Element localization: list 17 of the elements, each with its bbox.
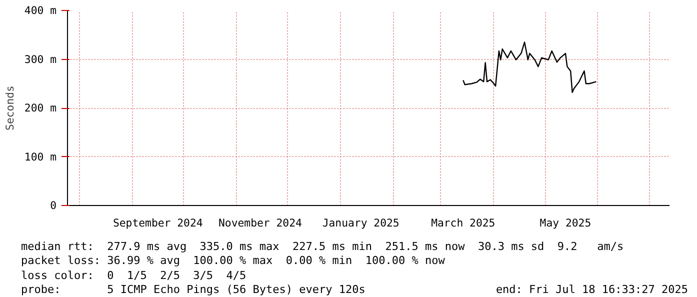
x-tick-label: March 2025 bbox=[431, 216, 496, 230]
line-series bbox=[462, 42, 597, 93]
text: probe: 5 ICMP Echo Pings (56 Bytes) every 120s bbox=[21, 282, 366, 297]
text: end: Fri Jul 18 16:33:27 2025 bbox=[496, 282, 688, 297]
x-tick-label: September 2024 bbox=[112, 216, 203, 230]
x-tick-label: May 2025 bbox=[540, 216, 592, 230]
text: loss color: 0 1/5 2/5 3/5 4/5 bbox=[21, 268, 246, 284]
y-tick-label: 300 m bbox=[24, 52, 56, 66]
text: packet loss: 36.99 % avg 100.00 % max 0.00 % min 100.00 % now bbox=[21, 253, 445, 269]
y-tick-label: 0 bbox=[50, 199, 57, 212]
y-tick-label: 400 m bbox=[24, 4, 56, 17]
x-tick-label: November 2024 bbox=[218, 216, 302, 230]
y-tick-label: 100 m bbox=[24, 150, 56, 164]
text: median rtt: 277.9 ms avg 335.0 ms max 227.5 ms min 251.5 ms now 30.3 ms sd 9.2 am/s bbox=[21, 239, 624, 255]
y-tick-label: 200 m bbox=[24, 102, 56, 114]
x-tick-label: January 2025 bbox=[322, 216, 400, 230]
y-axis-title: Seconds bbox=[3, 86, 16, 130]
